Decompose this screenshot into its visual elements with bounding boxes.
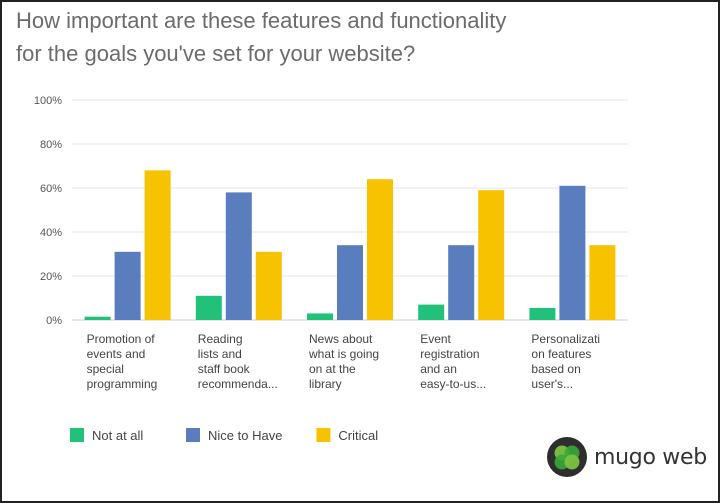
title-line-1: How important are these features and fun… — [16, 8, 507, 33]
bar — [529, 307, 556, 320]
x-category-label: events and — [87, 347, 146, 361]
x-category-label: programming — [87, 377, 158, 391]
x-category-label: registration — [420, 347, 479, 361]
x-category-label: on features — [531, 347, 591, 361]
bar — [478, 190, 505, 320]
mugo-logo-icon — [547, 437, 587, 477]
bar — [114, 251, 141, 320]
x-category-label: based on — [531, 362, 580, 376]
x-category-label: what is going — [308, 347, 379, 361]
x-category-label: easy-to-us... — [420, 377, 486, 391]
bar — [589, 245, 616, 320]
bar — [307, 313, 333, 320]
x-category-label: staff book — [198, 362, 251, 376]
bar — [255, 251, 282, 320]
bar — [144, 170, 171, 320]
legend-label: Nice to Have — [208, 428, 282, 443]
x-category-label: Personalizati — [531, 332, 600, 346]
x-category-label: Promotion of — [87, 332, 156, 346]
x-category-label: library — [309, 377, 342, 391]
x-category-label: special — [87, 362, 124, 376]
x-category-label: News about — [309, 332, 373, 346]
bar — [84, 316, 111, 320]
chart-title: How important are these features and fun… — [16, 4, 706, 70]
y-tick-label: 80% — [40, 139, 62, 151]
x-category-label: Reading — [198, 332, 243, 346]
logo-text: mugo web — [594, 444, 707, 470]
legend-swatch — [186, 428, 200, 442]
legend-label: Critical — [338, 428, 378, 443]
bar — [225, 192, 252, 320]
x-category-label: and an — [420, 362, 457, 376]
bar — [448, 245, 475, 320]
title-line-2: for the goals you've set for your websit… — [16, 41, 416, 66]
x-category-label: recommenda... — [198, 377, 278, 391]
bar — [418, 304, 445, 320]
y-tick-label: 40% — [40, 227, 62, 239]
mugo-web-logo: mugo web — [546, 436, 707, 478]
x-category-label: Event — [420, 332, 451, 346]
y-tick-label: 60% — [40, 183, 62, 195]
y-tick-label: 20% — [40, 271, 62, 283]
bar — [559, 185, 586, 320]
y-tick-label: 0% — [46, 315, 62, 327]
bar — [367, 179, 393, 320]
x-category-label: on at the — [309, 362, 356, 376]
bar — [195, 295, 222, 320]
legend-swatch — [70, 428, 84, 442]
x-category-label: lists and — [198, 347, 242, 361]
y-tick-label: 100% — [34, 95, 62, 107]
x-category-label: user's... — [531, 377, 573, 391]
bar — [337, 245, 363, 320]
legend-swatch — [316, 428, 331, 442]
legend-label: Not at all — [92, 428, 143, 443]
